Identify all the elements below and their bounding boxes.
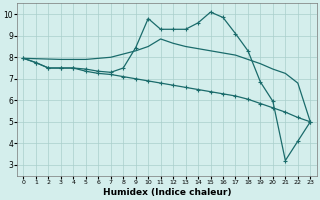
X-axis label: Humidex (Indice chaleur): Humidex (Indice chaleur): [103, 188, 231, 197]
